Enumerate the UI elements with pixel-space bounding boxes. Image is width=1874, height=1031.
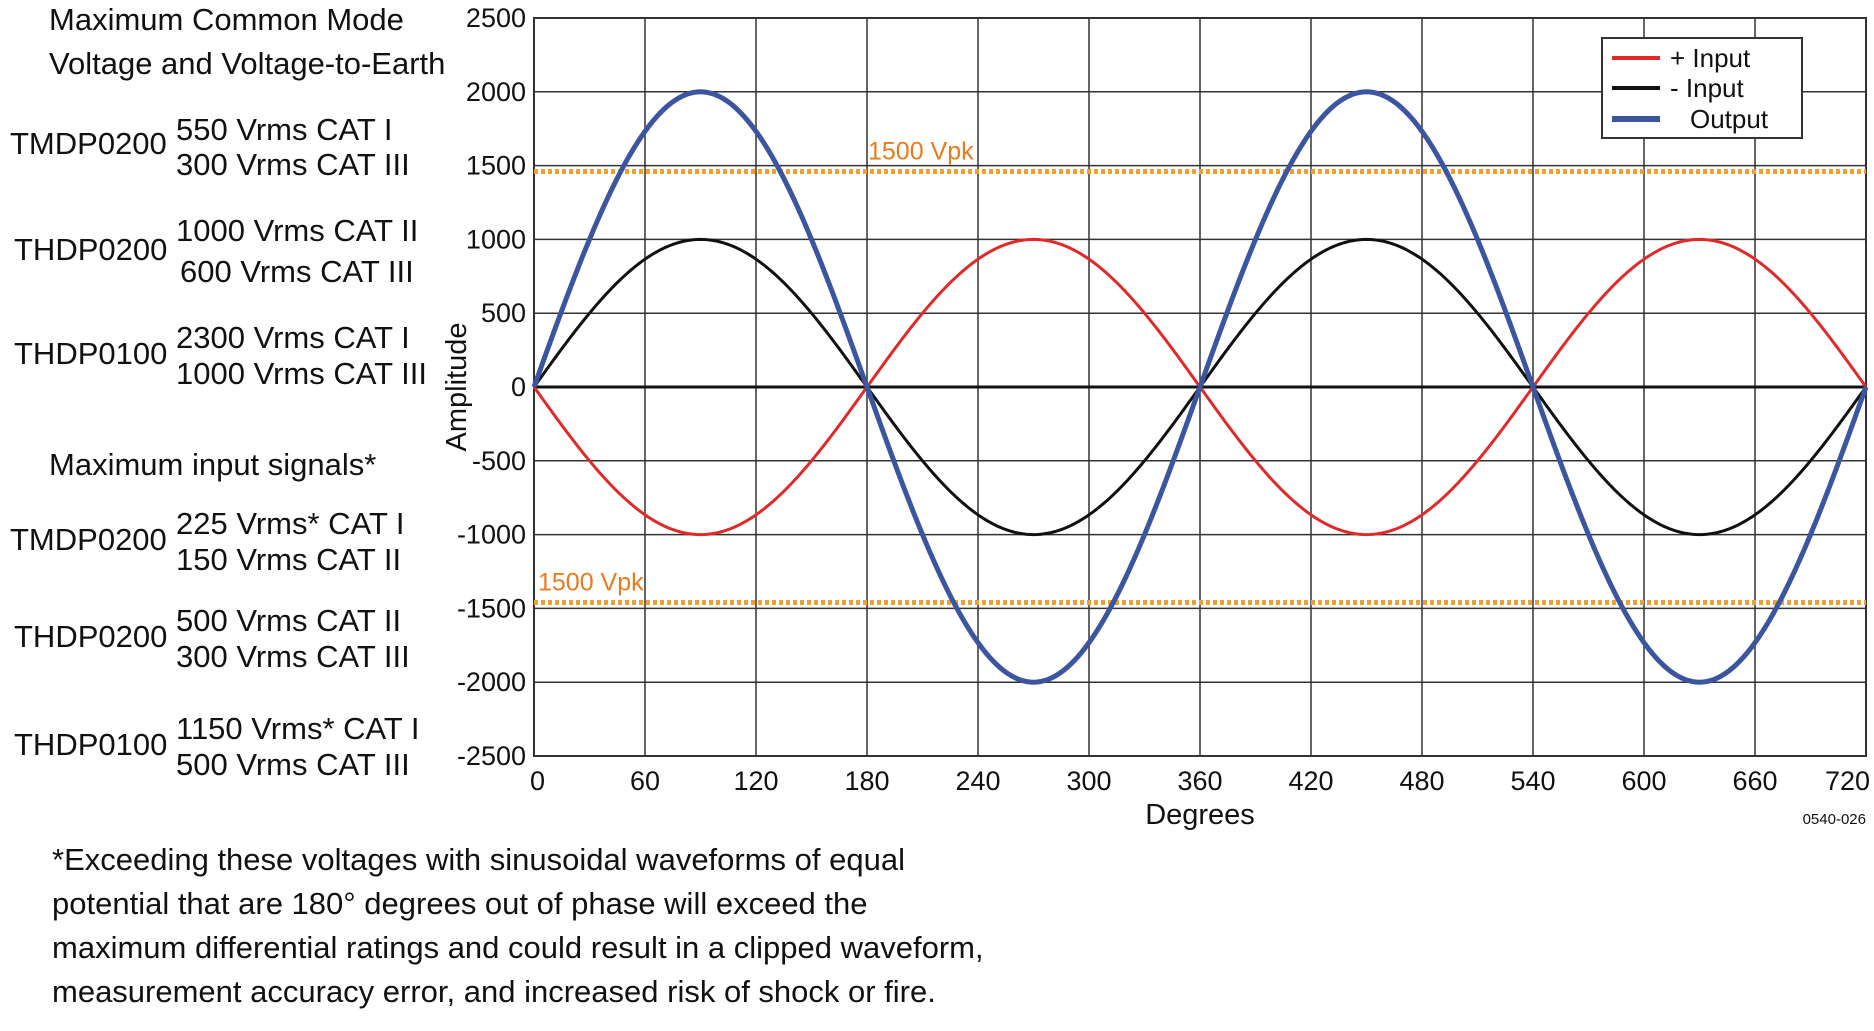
in-rating-tmdp0200-2: 150 Vrms CAT II	[176, 542, 402, 577]
cm-rating-tmdp0200-2: 300 Vrms CAT III	[176, 147, 410, 182]
x-tick-label: 300	[1066, 766, 1111, 796]
in-rating-thdp0200-2: 300 Vrms CAT III	[176, 639, 410, 674]
x-tick-label: 660	[1732, 766, 1777, 796]
footnote-line-3: maximum differential ratings and could r…	[52, 930, 984, 965]
in-model-thdp0100: THDP0100	[14, 727, 168, 762]
in-rating-thdp0100-2: 500 Vrms CAT III	[176, 747, 410, 782]
in-model-tmdp0200: TMDP0200	[10, 522, 167, 557]
y-tick-label: -2000	[457, 667, 526, 697]
x-tick-label: 420	[1288, 766, 1333, 796]
in-rating-thdp0200-1: 500 Vrms CAT II	[176, 603, 402, 638]
x-tick-label: 180	[844, 766, 889, 796]
x-tick-label: 480	[1399, 766, 1444, 796]
common-mode-title-line1: Maximum Common Mode	[49, 2, 404, 37]
y-tick-label: 500	[481, 298, 526, 328]
x-tick-label: 600	[1621, 766, 1666, 796]
footnote: *Exceeding these voltages with sinusoida…	[52, 838, 984, 1014]
cm-rating-tmdp0200-1: 550 Vrms CAT I	[176, 112, 393, 147]
in-rating-tmdp0200-1: 225 Vrms* CAT I	[176, 506, 405, 541]
cm-rating-thdp0200-2: 600 Vrms CAT III	[180, 254, 414, 289]
legend-label: Output	[1690, 104, 1769, 134]
reference-label-lower: 1500 Vpk	[538, 568, 644, 596]
y-tick-label: 2500	[466, 3, 526, 33]
figure-id: 0540-026	[1803, 811, 1866, 828]
legend-label: - Input	[1670, 73, 1744, 103]
cm-rating-thdp0100-2: 1000 Vrms CAT III	[176, 356, 427, 391]
in-model-thdp0200: THDP0200	[14, 619, 168, 654]
legend-label: + Input	[1670, 43, 1751, 73]
in-rating-thdp0100-1: 1150 Vrms* CAT I	[176, 711, 420, 746]
series-line-output-2	[531, 89, 1869, 685]
reference-lines: 1500 Vpk 1500 Vpk	[534, 138, 1866, 605]
x-tick-label: 60	[630, 766, 660, 796]
y-tick-label: -2500	[457, 741, 526, 771]
x-tick-label: 120	[733, 766, 778, 796]
reference-label-upper: 1500 Vpk	[868, 138, 974, 166]
x-tick-label: 240	[955, 766, 1000, 796]
footnote-line-4: measurement accuracy error, and increase…	[52, 974, 936, 1009]
y-tick-label: -1000	[457, 520, 526, 550]
x-tick-label: 0	[530, 766, 545, 796]
cm-rating-thdp0100-1: 2300 Vrms CAT I	[176, 320, 410, 355]
common-mode-title-line2: Voltage and Voltage-to-Earth	[49, 46, 446, 81]
footnote-line-2: potential that are 180° degrees out of p…	[52, 886, 868, 921]
y-tick-label: 1500	[466, 151, 526, 181]
cm-model-thdp0200: THDP0200	[14, 232, 168, 267]
input-signals-title: Maximum input signals*	[49, 447, 377, 482]
y-tick-label: 0	[511, 372, 526, 402]
x-tick-label: 360	[1177, 766, 1222, 796]
y-tick-label: 1000	[466, 224, 526, 254]
y-axis-ticks: 2500 2000 1500 1000 500 0 -500 -1000 -1500 -2000 -…	[457, 3, 526, 771]
cm-model-thdp0100: THDP0100	[14, 336, 168, 371]
footnote-line-1: *Exceeding these voltages with sinusoida…	[52, 842, 905, 877]
y-tick-label: 2000	[466, 77, 526, 107]
x-axis-label: Degrees	[1145, 799, 1255, 831]
y-tick-label: -1500	[457, 593, 526, 623]
y-axis-label: Amplitude	[441, 323, 473, 452]
y-tick-label: -500	[472, 446, 526, 476]
x-tick-label: 540	[1510, 766, 1555, 796]
chart-series	[531, 89, 1869, 685]
cm-rating-thdp0200-1: 1000 Vrms CAT II	[176, 213, 419, 248]
x-axis-ticks: 0 60 120 180 240 300 360 420 480 540 600 660 720	[530, 766, 1870, 796]
cm-model-tmdp0200: TMDP0200	[10, 126, 167, 161]
x-tick-label: 720	[1825, 766, 1870, 796]
